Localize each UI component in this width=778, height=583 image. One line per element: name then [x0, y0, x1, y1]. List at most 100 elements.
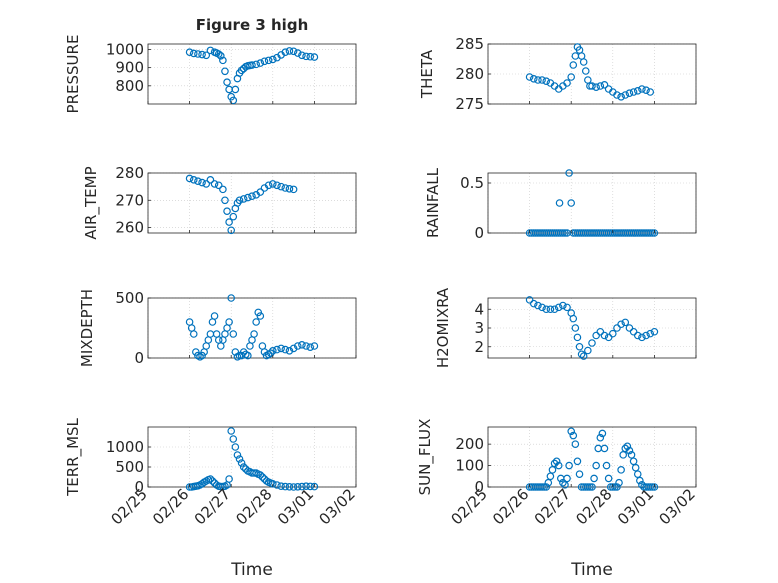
- plot-area: [488, 427, 696, 487]
- data-point: [555, 199, 564, 207]
- data-point: [256, 312, 265, 320]
- x-tick-label: 02/25: [108, 485, 151, 528]
- data-point: [559, 229, 567, 237]
- data-point: [544, 478, 553, 487]
- data-point: [185, 48, 194, 56]
- data-point: [611, 483, 619, 491]
- data-point: [621, 444, 630, 453]
- data-point: [206, 475, 215, 483]
- y-tick-label: 280: [455, 65, 484, 83]
- data-point: [584, 483, 592, 491]
- data-point: [189, 49, 198, 58]
- x-tick-label: 02/27: [191, 485, 234, 528]
- x-axis-label: Time: [230, 560, 273, 580]
- y-axis-label: AIR_TEMP: [82, 166, 101, 239]
- data-point: [273, 181, 281, 190]
- data-point: [281, 345, 290, 354]
- data-point: [633, 331, 642, 340]
- data-point: [289, 185, 298, 194]
- data-point: [629, 457, 638, 466]
- data-point: [561, 481, 569, 489]
- data-point: [235, 196, 244, 205]
- x-ticks: [147, 101, 357, 104]
- y-ticks: 00.5: [460, 174, 491, 242]
- markers: [185, 294, 319, 361]
- data-point: [250, 330, 258, 338]
- data-point: [642, 86, 650, 95]
- data-point: [617, 93, 625, 101]
- data-point: [540, 483, 548, 491]
- x-tick-label: 03/02: [656, 485, 699, 528]
- data-point: [223, 78, 231, 86]
- data-point: [604, 333, 613, 342]
- data-point: [266, 349, 275, 358]
- data-point: [584, 346, 592, 355]
- data-point: [277, 344, 285, 353]
- data-point: [559, 301, 567, 310]
- data-point: [268, 55, 277, 64]
- subplot-6: 234 H2OMIXRA: [434, 287, 697, 368]
- data-point: [244, 351, 252, 360]
- data-point: [302, 52, 310, 61]
- data-point: [217, 52, 225, 60]
- data-point: [202, 51, 211, 60]
- data-point: [227, 226, 236, 235]
- data-point: [648, 483, 657, 491]
- y-tick-label: 3: [474, 319, 484, 337]
- data-point: [229, 96, 238, 105]
- data-point: [592, 83, 600, 92]
- data-point: [538, 303, 546, 312]
- y-tick-label: 0: [134, 478, 144, 496]
- data-point: [214, 50, 223, 58]
- data-point: [281, 482, 290, 491]
- data-point: [565, 169, 573, 177]
- plot-area: [488, 298, 696, 358]
- x-tick-label: 02/28: [232, 485, 275, 528]
- x-tick-label: 03/01: [614, 485, 657, 528]
- data-point: [206, 176, 215, 184]
- data-point: [225, 475, 233, 483]
- data-point: [225, 318, 233, 326]
- data-point: [281, 48, 290, 56]
- data-point: [596, 433, 605, 442]
- data-point: [252, 318, 260, 326]
- data-point: [306, 482, 315, 491]
- y-axis-label: THETA: [418, 49, 436, 99]
- data-point: [189, 176, 198, 184]
- data-point: [650, 229, 659, 237]
- data-point: [285, 185, 294, 193]
- data-point: [293, 342, 302, 350]
- data-point: [302, 342, 310, 350]
- data-point: [214, 181, 223, 190]
- data-point: [185, 174, 194, 183]
- y-tick-label: 285: [455, 35, 484, 53]
- data-point: [588, 483, 596, 491]
- data-point: [600, 81, 609, 89]
- data-point: [608, 329, 617, 338]
- data-point: [650, 483, 659, 491]
- axes-box: [147, 426, 357, 488]
- data-point: [602, 461, 611, 470]
- subplot-5: 0 500 MIXDEPTH: [78, 289, 357, 367]
- data-point: [252, 60, 260, 69]
- plot-area: [148, 173, 356, 233]
- data-point: [554, 461, 563, 470]
- data-point: [194, 177, 202, 185]
- data-point: [235, 455, 244, 463]
- data-point: [542, 483, 551, 491]
- data-point: [264, 56, 273, 65]
- data-point: [569, 61, 578, 69]
- data-point: [548, 466, 557, 474]
- data-point: [264, 181, 273, 190]
- y-tick-label: 280: [115, 164, 144, 182]
- axes-box: [147, 297, 357, 359]
- axes-box: [487, 172, 697, 234]
- markers: [525, 296, 659, 360]
- data-point: [615, 478, 623, 487]
- data-point: [592, 331, 600, 340]
- data-point: [221, 196, 229, 205]
- data-point: [563, 303, 571, 312]
- data-point: [546, 472, 555, 481]
